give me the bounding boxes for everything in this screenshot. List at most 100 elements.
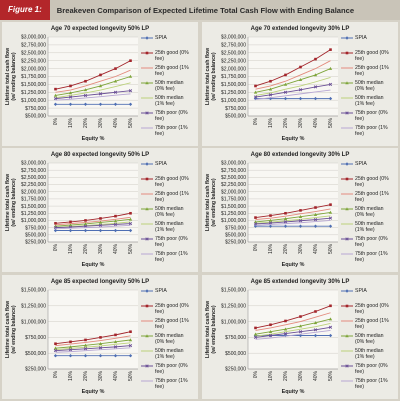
- y-tick-label: $1,000,000: [21, 319, 46, 325]
- y-tick-label: $500,000: [225, 233, 246, 239]
- legend-marker: [145, 177, 149, 181]
- marker: [328, 333, 333, 337]
- legend-swatch: [141, 97, 153, 99]
- marker: [99, 335, 102, 339]
- marker: [328, 82, 333, 87]
- x-tick-label: 40%: [313, 244, 319, 255]
- legend-swatch: [341, 253, 353, 255]
- legend-label: 75th poor (1% fee): [355, 251, 388, 264]
- legend-swatch: [341, 36, 353, 40]
- y-tick-label: $2,750,000: [221, 43, 246, 49]
- legend-item: 25th good (1% fee): [141, 191, 197, 206]
- y-tick-label: $750,000: [225, 335, 246, 341]
- legend-swatch: [341, 363, 353, 368]
- marker: [54, 87, 57, 91]
- legend-item: 50th median (0% fee): [341, 333, 397, 348]
- legend-swatch: [141, 223, 153, 225]
- marker: [269, 214, 272, 218]
- marker: [268, 329, 273, 333]
- marker: [128, 337, 133, 341]
- marker: [328, 325, 333, 329]
- x-tick-label: 0%: [53, 370, 59, 378]
- marker: [68, 95, 73, 99]
- marker: [254, 216, 257, 220]
- marker: [313, 224, 318, 229]
- y-axis-label: Lifetime total cash flow: [205, 299, 211, 357]
- y-tick-label: $1,500,000: [221, 287, 246, 293]
- marker: [83, 229, 88, 233]
- chart-title: Age 70 expected longevity 50% LP: [51, 26, 149, 32]
- legend: SPIA 25th good (0% fee) 25th good (1% fee)…: [341, 288, 397, 393]
- legend-label: 25th good (1% fee): [155, 191, 189, 204]
- legend-marker: [145, 51, 149, 55]
- legend-label: 75th poor (1% fee): [155, 377, 188, 390]
- y-axis-label: Lifetime total cash flow: [5, 47, 11, 105]
- marker: [268, 219, 273, 223]
- y-axis-label: (w/ ending balance): [11, 52, 17, 100]
- x-tick-label: 50%: [328, 370, 334, 381]
- y-tick-label: $2,250,000: [221, 183, 246, 189]
- marker: [128, 229, 133, 233]
- figure-title: Breakeven Comparison of Expected Lifetim…: [56, 5, 355, 15]
- marker: [53, 102, 58, 106]
- legend-item: SPIA: [341, 288, 397, 303]
- legend-swatch: [341, 223, 353, 225]
- marker: [313, 333, 318, 337]
- chart-panel: Age 85 extended longevity 30% LP $250,000…: [202, 274, 398, 399]
- legend-label: 50th median (0% fee): [355, 332, 384, 345]
- series-line: [255, 204, 331, 219]
- legend-swatch: [141, 81, 153, 85]
- legend-label: 75th poor (1% fee): [355, 377, 388, 390]
- legend-label: 50th median (1% fee): [355, 221, 384, 234]
- legend-label: SPIA: [355, 35, 367, 41]
- marker: [128, 74, 133, 78]
- legend-label: 75th poor (0% fee): [355, 236, 388, 249]
- legend-swatch: [341, 288, 353, 293]
- chart-title: Age 70 extended longevity 30% LP: [251, 26, 350, 32]
- chart-title: Age 85 extended longevity 30% LP: [251, 279, 350, 285]
- marker: [313, 73, 318, 77]
- y-tick-label: $1,000,000: [21, 98, 46, 104]
- series-line: [55, 346, 131, 353]
- legend: SPIA 25th good (0% fee) 25th good (1% fee)…: [141, 161, 197, 266]
- y-tick-label: $1,000,000: [221, 218, 246, 224]
- x-tick-label: 50%: [128, 244, 134, 255]
- series-line: [255, 212, 331, 223]
- marker: [253, 332, 258, 336]
- legend-item: SPIA: [341, 161, 397, 176]
- legend: SPIA 25th good (0% fee) 25th good (1% fee)…: [141, 35, 197, 140]
- marker: [268, 333, 273, 337]
- marker: [283, 217, 288, 221]
- legend-swatch: [341, 237, 353, 241]
- marker: [283, 82, 288, 86]
- marker: [53, 93, 58, 97]
- marker: [314, 309, 317, 313]
- legend-item: 50th median (1% fee): [141, 95, 197, 110]
- legend-label: 25th good (1% fee): [355, 191, 389, 204]
- legend-label: 75th poor (1% fee): [155, 251, 188, 264]
- y-axis-label: Lifetime total cash flow: [205, 47, 211, 105]
- y-tick-label: $2,000,000: [221, 190, 246, 196]
- marker: [253, 222, 258, 226]
- y-tick-label: $3,000,000: [21, 161, 46, 167]
- marker: [283, 220, 288, 224]
- legend-swatch: [341, 97, 353, 99]
- x-tick-label: 0%: [253, 370, 259, 378]
- marker: [268, 221, 273, 225]
- marker: [314, 57, 317, 61]
- marker: [114, 333, 117, 336]
- legend-swatch: [141, 350, 153, 352]
- x-axis-label: Equity %: [282, 389, 305, 395]
- marker: [313, 213, 318, 217]
- legend-marker: [145, 162, 149, 166]
- legend: SPIA 25th good (0% fee) 25th good (1% fee)…: [141, 288, 197, 393]
- series-line: [55, 344, 131, 351]
- x-tick-label: 20%: [83, 370, 89, 381]
- legend-label: 50th median (0% fee): [155, 206, 184, 219]
- marker: [54, 342, 57, 345]
- legend-label: 75th poor (0% fee): [355, 110, 388, 122]
- legend-label: 75th poor (0% fee): [155, 236, 188, 249]
- series-line: [255, 311, 331, 331]
- series-line: [55, 213, 131, 225]
- legend-item: 50th median (1% fee): [341, 95, 397, 110]
